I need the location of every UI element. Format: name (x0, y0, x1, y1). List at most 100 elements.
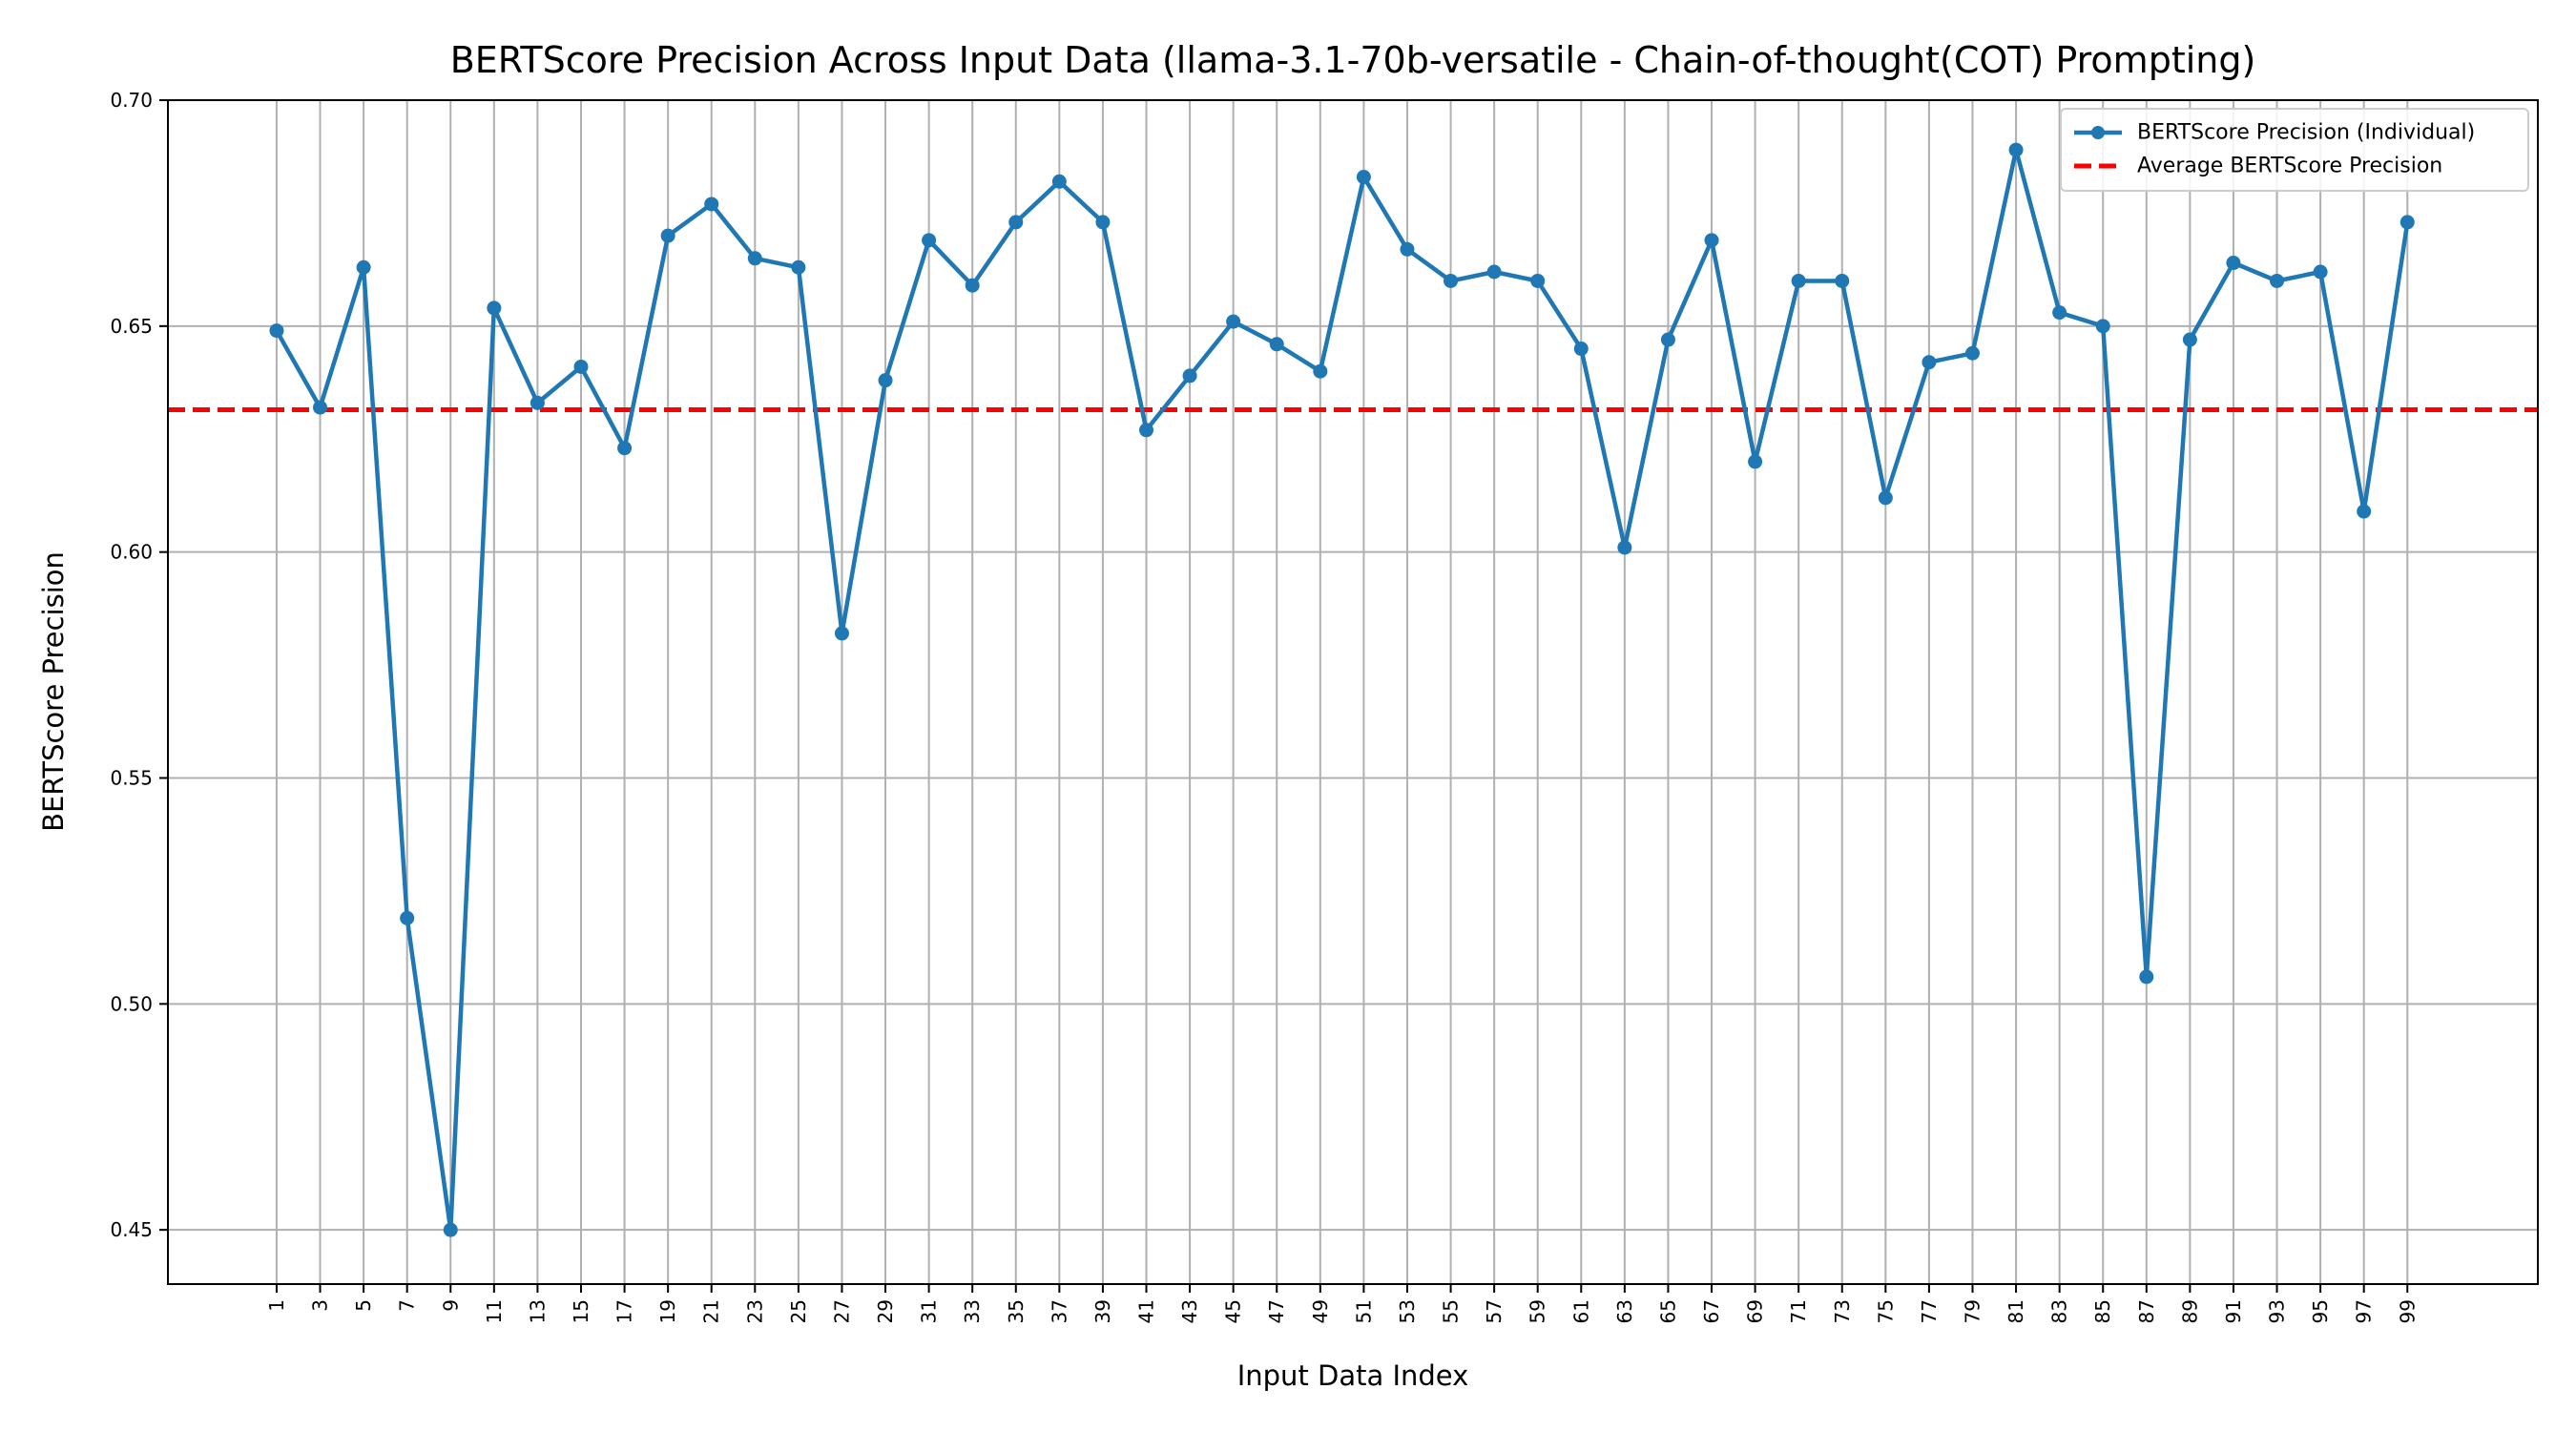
data-point (1964, 345, 1980, 361)
x-tick-label: 41 (1135, 1299, 1158, 1323)
data-point (2226, 256, 2241, 271)
data-point (530, 395, 545, 410)
data-point (922, 233, 937, 248)
y-tick-label: 0.45 (110, 1218, 153, 1241)
x-tick-label: 61 (1569, 1299, 1592, 1323)
x-tick-label: 65 (1656, 1299, 1679, 1323)
data-point (1182, 368, 1197, 384)
data-point (1486, 264, 1502, 280)
x-tick-label: 9 (439, 1299, 462, 1312)
x-tick-label: 33 (961, 1299, 984, 1323)
x-tick-label: 97 (2353, 1299, 2376, 1323)
plot-frame (167, 99, 2539, 1285)
x-tick-label: 25 (787, 1299, 810, 1323)
x-tick-label: 11 (483, 1299, 506, 1323)
x-tick-label: 17 (613, 1299, 636, 1323)
data-point (1139, 423, 1154, 438)
x-tick-label: 49 (1309, 1299, 1332, 1323)
x-tick-label: 53 (1396, 1299, 1419, 1323)
data-point (1704, 233, 1719, 248)
x-tick-label: 15 (570, 1299, 592, 1323)
data-point (2182, 332, 2197, 347)
x-tick-label: 95 (2309, 1299, 2332, 1323)
data-point (1791, 273, 1806, 288)
x-tick-label: 91 (2222, 1299, 2245, 1323)
data-point (1530, 273, 1546, 288)
x-tick-label: 1 (265, 1299, 288, 1312)
data-point (487, 301, 502, 316)
x-axis-ticks: 1 3 5 7 9 11 13 15 17 19 21 23 25 27 29 31 33 35 37 39 41 43 4… (265, 1284, 2419, 1323)
data-point (1922, 355, 1937, 370)
data-point (1444, 273, 1459, 288)
data-point (1617, 540, 1632, 555)
x-tick-label: 23 (743, 1299, 766, 1323)
data-point (1008, 215, 1024, 230)
data-point (2095, 319, 2110, 334)
x-tick-label: 83 (2048, 1299, 2071, 1323)
data-point (1356, 170, 1371, 185)
x-tick-label: 77 (1918, 1299, 1941, 1323)
x-tick-label: 69 (1744, 1299, 1767, 1323)
legend-label-individual: BERTScore Precision (Individual) (2137, 121, 2475, 145)
legend-box (2060, 108, 2529, 192)
x-tick-label: 7 (396, 1299, 419, 1312)
grid-layer (168, 99, 2538, 1284)
x-tick-label: 21 (700, 1299, 723, 1323)
x-tick-label: 93 (2266, 1299, 2289, 1323)
x-tick-label: 43 (1178, 1299, 1201, 1323)
x-tick-label: 45 (1222, 1299, 1245, 1323)
y-axis-label: BERTScore Precision (37, 551, 70, 832)
x-tick-label: 75 (1874, 1299, 1897, 1323)
y-tick-label: 0.55 (110, 766, 153, 789)
data-point (617, 441, 633, 456)
x-tick-label: 71 (1787, 1299, 1810, 1323)
data-point (313, 400, 328, 415)
y-axis-ticks: 0.45 0.50 0.55 0.60 0.65 0.70 (110, 89, 168, 1241)
legend-marker-individual (2091, 126, 2105, 139)
data-point (1313, 363, 1328, 379)
x-tick-label: 99 (2396, 1299, 2419, 1323)
legend-label-average: Average BERTScore Precision (2137, 155, 2442, 178)
data-point (443, 1222, 458, 1237)
x-tick-label: 81 (2005, 1299, 2027, 1323)
x-tick-label: 31 (918, 1299, 941, 1323)
x-tick-label: 35 (1005, 1299, 1028, 1323)
x-tick-label: 5 (352, 1299, 375, 1312)
x-tick-label: 39 (1091, 1299, 1114, 1323)
data-point (878, 373, 893, 388)
x-tick-label: 89 (2178, 1299, 2201, 1323)
x-tick-label: 37 (1048, 1299, 1070, 1323)
data-point (834, 626, 849, 641)
data-point (1400, 241, 1415, 257)
data-point (2357, 504, 2372, 519)
x-tick-label: 73 (1831, 1299, 1854, 1323)
data-point (2270, 273, 2285, 288)
data-point (2399, 215, 2415, 230)
x-tick-label: 47 (1265, 1299, 1288, 1323)
x-tick-label: 51 (1352, 1299, 1375, 1323)
data-point (791, 259, 806, 275)
data-point (2008, 142, 2024, 157)
x-tick-label: 55 (1440, 1299, 1463, 1323)
x-tick-label: 19 (656, 1299, 679, 1323)
series-line (274, 147, 2410, 1233)
y-tick-label: 0.60 (110, 541, 153, 564)
data-point (2052, 305, 2067, 321)
legend: BERTScore Precision (Individual) Average … (2060, 108, 2529, 192)
x-tick-label: 29 (874, 1299, 897, 1323)
x-axis-label: Input Data Index (1237, 1359, 1469, 1392)
x-tick-label: 3 (309, 1299, 332, 1312)
data-point (965, 278, 980, 293)
data-point (1835, 273, 1850, 288)
data-point (1573, 342, 1589, 357)
data-point (1051, 174, 1067, 189)
x-tick-label: 13 (526, 1299, 549, 1323)
data-point (1226, 314, 1241, 329)
x-tick-label: 79 (1961, 1299, 1984, 1323)
y-tick-label: 0.50 (110, 992, 153, 1015)
data-point (1660, 332, 1675, 347)
data-point (356, 259, 371, 275)
data-point (1095, 215, 1111, 230)
